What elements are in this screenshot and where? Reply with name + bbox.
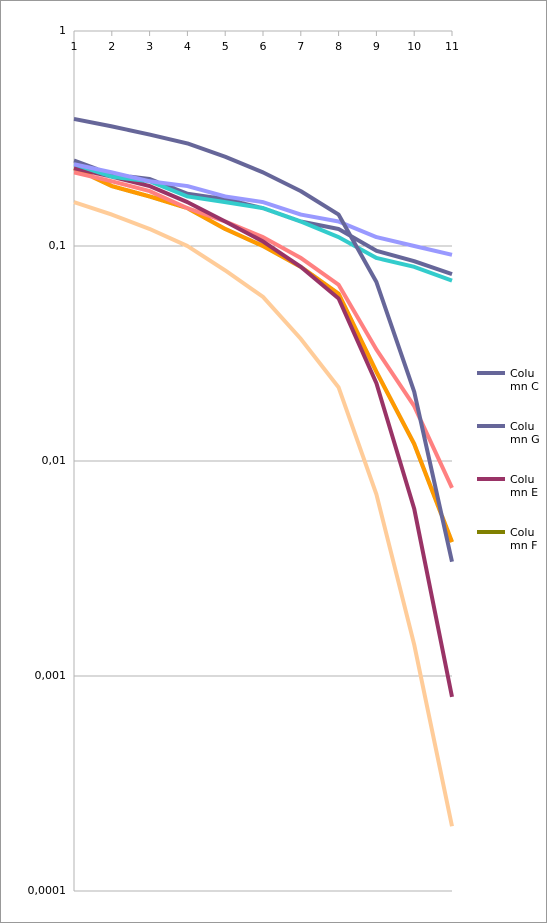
x-tick-label: 11 bbox=[445, 40, 459, 53]
x-tick-label: 3 bbox=[146, 40, 153, 53]
x-tick-label: 4 bbox=[184, 40, 191, 53]
series-line bbox=[73, 166, 454, 543]
y-tick-label: 0,001 bbox=[35, 669, 67, 682]
y-tick-label: 0,0001 bbox=[28, 884, 67, 897]
legend-label: Column E bbox=[510, 473, 539, 499]
series-line bbox=[73, 200, 454, 827]
x-tick-label: 10 bbox=[407, 40, 421, 53]
series-line bbox=[73, 166, 454, 698]
x-tick-label: 6 bbox=[260, 40, 267, 53]
x-tick-label: 5 bbox=[222, 40, 229, 53]
series-line bbox=[73, 162, 453, 257]
legend-label: Column G bbox=[510, 420, 540, 446]
series-line bbox=[73, 170, 454, 489]
y-tick-label: 1 bbox=[59, 24, 66, 37]
x-tick-label: 1 bbox=[71, 40, 78, 53]
x-tick-label: 7 bbox=[297, 40, 304, 53]
x-tick-label: 9 bbox=[373, 40, 380, 53]
x-tick-label: 2 bbox=[108, 40, 115, 53]
series-line bbox=[73, 166, 454, 543]
legend-label: Column C bbox=[510, 367, 539, 393]
series-line bbox=[73, 116, 454, 563]
legend-label: Column F bbox=[510, 526, 538, 552]
y-tick-label: 0,01 bbox=[42, 454, 67, 467]
x-tick-label: 8 bbox=[335, 40, 342, 53]
y-tick-label: 0,1 bbox=[49, 239, 67, 252]
